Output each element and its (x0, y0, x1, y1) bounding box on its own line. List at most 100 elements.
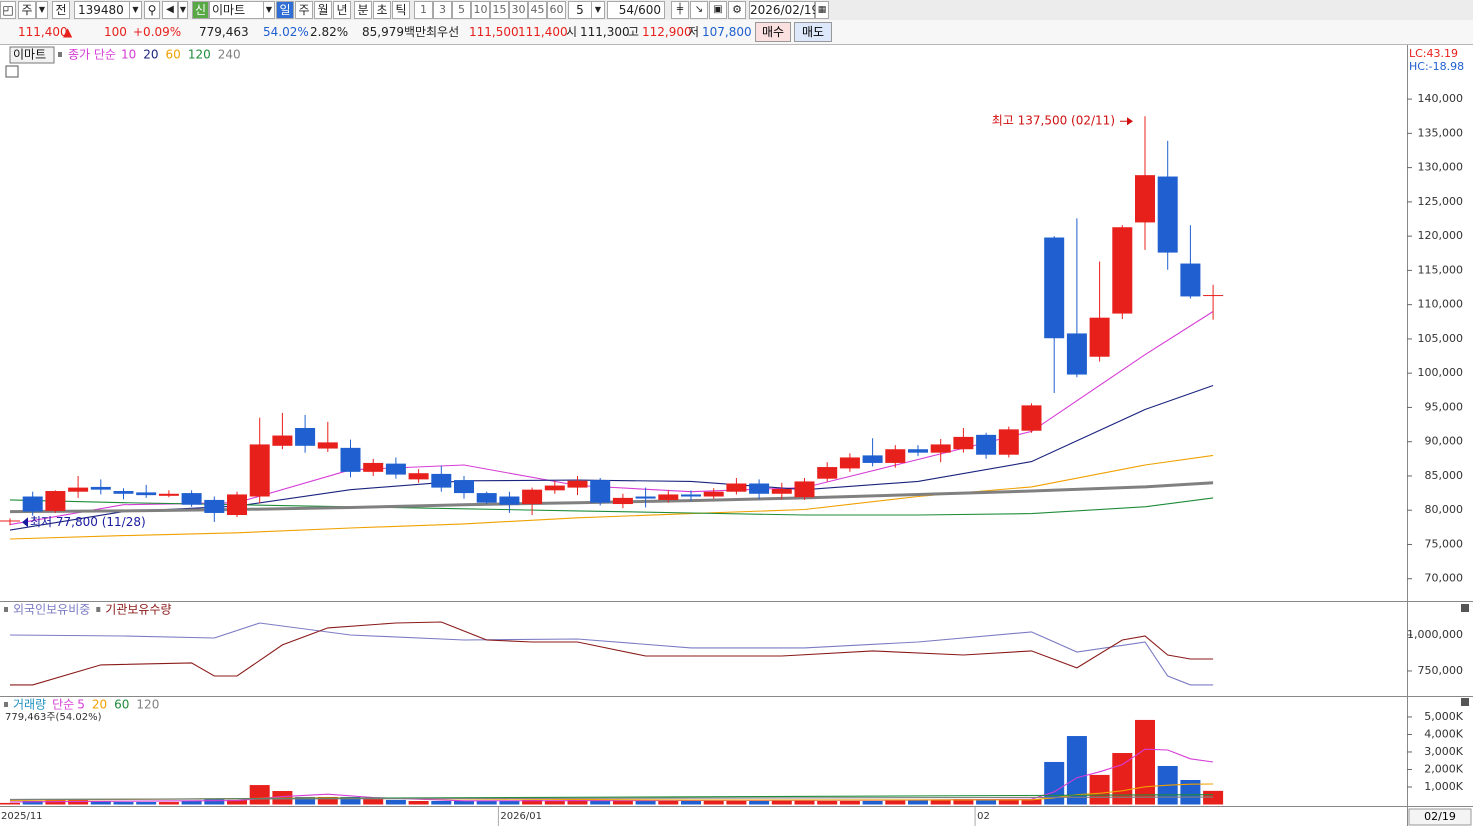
period-button[interactable]: 월 (314, 1, 332, 19)
dropdown[interactable]: ▼ (129, 1, 142, 19)
min-label: 최저 77,800 (11/28) (30, 515, 146, 529)
dropdown[interactable]: ▼ (263, 1, 275, 19)
candle-body (771, 488, 792, 494)
tool-icon[interactable]: ╪ (671, 1, 689, 19)
candle-body (522, 489, 543, 505)
min-arrowhead (22, 517, 28, 528)
candle-body (930, 444, 951, 453)
period-button[interactable]: 일 (276, 1, 294, 19)
volume-bar (612, 799, 633, 805)
search-button[interactable]: ⚲ (144, 1, 160, 19)
dropdown[interactable]: ▼ (591, 1, 605, 19)
y-tick-label: 1,000,000 (1407, 628, 1463, 641)
change: 100 (104, 25, 127, 39)
prev[interactable]: 전 (52, 1, 70, 19)
volume-bar (1021, 799, 1042, 805)
sound-button[interactable]: ◀ (162, 1, 178, 19)
candle-body (590, 480, 611, 503)
dropdown[interactable]: ▼ (36, 1, 48, 19)
interval-button[interactable]: 30 (509, 1, 528, 19)
amount: 85,979백만 (362, 25, 427, 39)
code-input[interactable]: 139480 (74, 1, 130, 19)
candle-body (340, 447, 361, 472)
interval-button[interactable]: 45 (528, 1, 547, 19)
x-tick-label: 02 (977, 811, 990, 822)
legend-marker (4, 702, 8, 707)
interval-button[interactable]: 5 (452, 1, 471, 19)
change-pct: +0.09% (133, 25, 182, 39)
low: 107,800 (702, 25, 752, 39)
best-label: 최우선 (426, 25, 460, 39)
x-tick-label: 2026/01 (500, 811, 542, 822)
period-button[interactable]: 분 (354, 1, 372, 19)
volume-bar (454, 800, 474, 805)
period-button[interactable]: 초 (373, 1, 391, 19)
legend-marker (58, 52, 62, 57)
legend-prefix: 단순 (52, 698, 74, 712)
candle-body (476, 493, 497, 503)
interval-input[interactable]: 5 (568, 1, 592, 19)
volume-bar (1203, 790, 1224, 805)
volume-bar (113, 802, 134, 805)
volume: 779,463 (199, 25, 249, 39)
candle-body (272, 435, 293, 446)
volume-bar (1066, 736, 1087, 805)
legend-entry: 120 (136, 698, 159, 712)
sell-button[interactable]: 매도 (794, 22, 832, 42)
legend-prefix: 종가 단순 (68, 48, 116, 62)
chart-title: 거래량 (13, 698, 46, 712)
y-tick-label: 140,000 (1418, 92, 1464, 105)
buy-button[interactable]: 매수 (755, 22, 791, 42)
interval-button[interactable]: 60 (547, 1, 566, 19)
dropdown[interactable]: ▼ (178, 1, 188, 19)
menu-icon[interactable]: ◰ (0, 1, 16, 19)
interval-button[interactable]: 3 (433, 1, 452, 19)
candle-body (1135, 175, 1155, 223)
legend-marker (4, 607, 8, 612)
candle-body (408, 473, 429, 480)
market[interactable]: 주 (18, 1, 36, 19)
legend-entry: 10 (121, 48, 136, 62)
tool-icon[interactable]: ↘ (690, 1, 708, 19)
period-button[interactable]: 주 (295, 1, 313, 19)
interval-button[interactable]: 10 (471, 1, 490, 19)
date-input[interactable]: 2026/02/19 (749, 1, 820, 19)
panel-button[interactable] (1461, 604, 1469, 612)
interval-button[interactable]: 15 (490, 1, 509, 19)
chart-title: 이마트 (13, 48, 46, 62)
candle-body (363, 462, 384, 472)
period-button[interactable]: 년 (333, 1, 351, 19)
volume-bar (998, 799, 1019, 805)
panel-button[interactable] (1461, 698, 1469, 706)
y-tick-label: 2,000K (1424, 762, 1463, 775)
y-tick-label: 100,000 (1418, 366, 1464, 379)
interval-button[interactable]: 1 (414, 1, 433, 19)
ma-line (9, 454, 1214, 540)
save-icon[interactable]: ▣ (709, 1, 727, 19)
period-button[interactable]: 틱 (392, 1, 410, 19)
candle-body (1044, 237, 1065, 339)
y-tick-label: 130,000 (1418, 161, 1464, 174)
calendar-icon[interactable]: ▦ (815, 1, 829, 19)
panel-icon[interactable] (5, 65, 19, 78)
volume-bar (204, 799, 225, 805)
candle-body (817, 467, 838, 479)
candle-body (431, 473, 452, 488)
legend-entry: 60 (114, 698, 129, 712)
ma-line (9, 796, 1214, 800)
settings-icon[interactable]: ⚙ (728, 1, 746, 19)
hc-label: HC:-18.98 (1409, 60, 1464, 73)
candle-body (454, 480, 474, 494)
max-label: 최고 137,500 (02/11) (992, 114, 1115, 128)
candle-body (0, 520, 20, 522)
candle-body (953, 436, 974, 450)
candle-body (158, 493, 179, 496)
name-input[interactable]: 이마트 (209, 1, 265, 19)
count-input[interactable]: 54/600 (607, 1, 665, 19)
candle-body (885, 449, 906, 463)
y-tick-label: 90,000 (1425, 435, 1464, 448)
up-arrow: ▲ (63, 25, 73, 39)
bid: 111,400 (518, 25, 568, 39)
volume-bar (136, 802, 157, 805)
